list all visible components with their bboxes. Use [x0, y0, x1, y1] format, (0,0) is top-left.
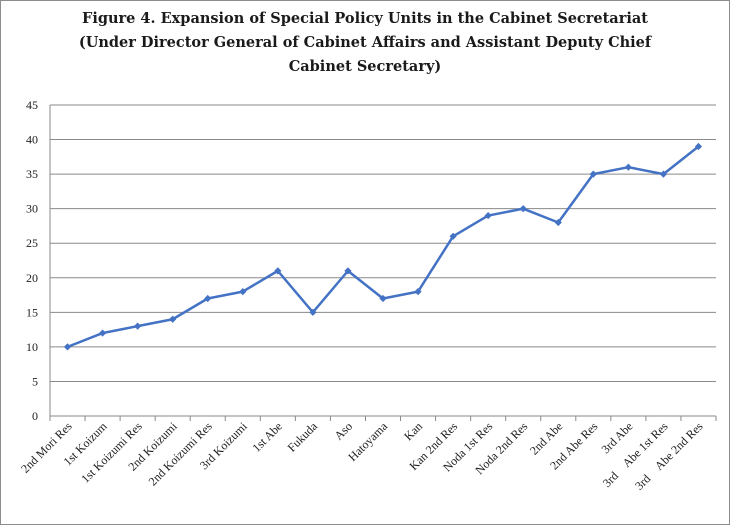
y-tick-label: 45	[26, 98, 38, 112]
y-tick-label: 35	[26, 167, 38, 181]
data-point	[624, 163, 632, 171]
data-point	[519, 205, 527, 213]
y-tick-label: 20	[26, 271, 38, 285]
x-tick-label: 1st Abe	[249, 419, 285, 455]
chart-title-line-3: Cabinet Secretary)	[288, 58, 442, 75]
chart-title-line-2: (Under Director General of Cabinet Affai…	[78, 34, 652, 51]
y-tick-label: 10	[26, 340, 38, 354]
data-point	[589, 170, 597, 178]
y-tick-label: 25	[26, 236, 38, 250]
y-tick-label: 15	[26, 305, 38, 319]
y-tick-label: 30	[26, 202, 38, 216]
data-point	[449, 232, 457, 240]
data-point	[659, 170, 668, 178]
data-point	[169, 315, 177, 323]
x-tick-label: Fukuda	[285, 419, 321, 455]
data-point	[484, 211, 492, 220]
x-tick-label: 2nd Mori Res	[18, 419, 75, 476]
y-tick-label: 5	[32, 374, 38, 388]
data-point	[344, 267, 352, 275]
y-tick-label: 40	[26, 133, 38, 147]
data-point	[63, 343, 72, 351]
x-tick-label: 1st Koizumi Res	[78, 419, 145, 486]
data-point	[414, 288, 422, 296]
data-point	[204, 294, 212, 303]
data-point	[134, 322, 142, 330]
x-tick-label: Aso	[331, 419, 355, 443]
data-point	[239, 288, 247, 296]
data-point	[694, 142, 703, 151]
data-point	[274, 267, 282, 275]
data-point	[309, 308, 317, 316]
chart-title-line-1: Figure 4. Expansion of Special Policy Un…	[82, 10, 648, 27]
data-point	[554, 218, 562, 227]
y-tick-label: 0	[32, 409, 38, 423]
chart-title: Figure 4. Expansion of Special Policy Un…	[1, 7, 729, 79]
x-tick-label: Hatoyama	[345, 419, 390, 464]
data-point	[379, 294, 387, 303]
data-point	[98, 329, 107, 337]
series-line	[66, 145, 700, 349]
x-tick-label: Kan	[401, 419, 425, 443]
